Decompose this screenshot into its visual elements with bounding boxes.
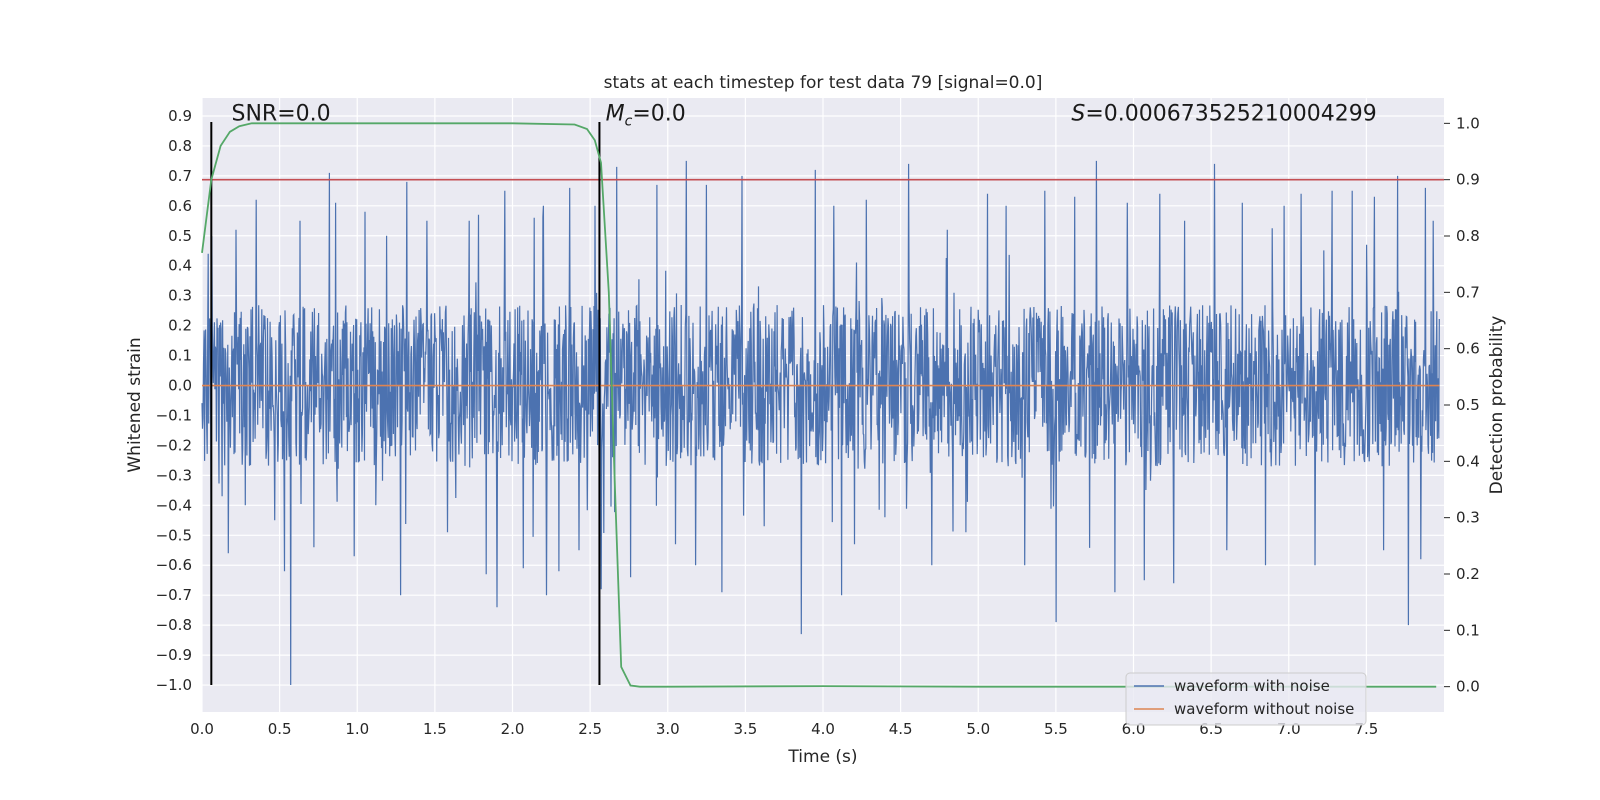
y2-tick-label: 0.3 [1456, 509, 1480, 527]
y2-tick-label: 0.5 [1456, 396, 1480, 414]
x-tick-label: 3.0 [656, 720, 680, 738]
y-tick-label: 0.1 [168, 347, 192, 365]
y-tick-label: 0.7 [168, 167, 192, 185]
chirp-mass-annotation: Mc=0.0 [606, 101, 686, 129]
y-axis-label: Whitened strain [125, 337, 145, 472]
x-tick-label: 4.0 [811, 720, 835, 738]
y-tick-label: 0.9 [168, 107, 192, 125]
y2-tick-label: 0.1 [1456, 621, 1480, 639]
x-tick-label: 0.5 [268, 720, 292, 738]
y-tick-label: 0.0 [168, 377, 192, 395]
y-tick-label: −0.2 [156, 436, 192, 454]
x-tick-label: 0.0 [190, 720, 214, 738]
mc-value: =0.0 [632, 101, 685, 126]
legend-label-noise: waveform with noise [1174, 677, 1330, 695]
y-tick-label: −0.8 [156, 616, 192, 634]
y-tick-label: 0.8 [168, 137, 192, 155]
y-tick-label: −0.5 [156, 526, 192, 544]
y-tick-label: 0.3 [168, 287, 192, 305]
noise-waveform [201, 160, 1440, 686]
legend-box [1125, 672, 1367, 726]
x-tick-label: 3.5 [733, 720, 757, 738]
mc-subscript: c [625, 113, 633, 129]
snr-annotation: SNR=0.0 [231, 101, 330, 126]
legend-label-clean: waveform without noise [1174, 700, 1354, 718]
x-tick-label: 2.0 [501, 720, 525, 738]
x-axis-label: Time (s) [787, 747, 857, 767]
y2-tick-label: 0.0 [1456, 678, 1480, 696]
x-tick-label: 2.5 [578, 720, 602, 738]
y-tick-label: −0.7 [156, 586, 192, 604]
y-tick-label: −0.3 [156, 466, 192, 484]
chart-lines [201, 121, 1444, 688]
x-tick-label: 1.0 [345, 720, 369, 738]
y-tick-label: −0.4 [156, 496, 192, 514]
y2-tick-label: 0.9 [1456, 171, 1480, 189]
y-tick-label: −0.6 [156, 556, 192, 574]
y-tick-label: −0.9 [156, 646, 192, 664]
chart-title: stats at each timestep for test data 79 … [604, 73, 1043, 93]
s-symbol: S [1071, 101, 1085, 126]
y-tick-label: −1.0 [156, 676, 192, 694]
y-tick-label: 0.6 [168, 197, 192, 215]
axis-ticks: 0.0 0.5 1.0 1.5 2.0 2.5 3.0 3.5 4.0 4.5 5.0 5.5 6.0 6… [156, 107, 1480, 738]
x-tick-label: 5.0 [966, 720, 990, 738]
y2-tick-label: 0.8 [1456, 227, 1480, 245]
x-tick-label: 4.5 [889, 720, 913, 738]
y-tick-label: −0.1 [156, 406, 192, 424]
y2-tick-label: 0.6 [1456, 340, 1480, 358]
series-waveform-with-noise [201, 160, 1440, 686]
y-tick-label: 0.5 [168, 227, 192, 245]
x-tick-label: 1.5 [423, 720, 447, 738]
y2-tick-label: 0.7 [1456, 283, 1480, 301]
annotations: SNR=0.0 Mc=0.0 S=0.000673525210004299 [231, 101, 1376, 129]
y2-tick-label: 1.0 [1456, 114, 1480, 132]
y2-tick-label: 0.4 [1456, 452, 1480, 470]
s-value: =0.000673525210004299 [1085, 101, 1376, 126]
y2-tick-label: 0.2 [1456, 565, 1480, 583]
y2-axis-label: Detection probability [1487, 316, 1507, 495]
x-tick-label: 5.5 [1044, 720, 1068, 738]
legend: waveform with noise waveform without noi… [1125, 672, 1367, 726]
s-statistic-annotation: S=0.000673525210004299 [1071, 101, 1376, 126]
y-tick-label: 0.4 [168, 257, 192, 275]
y-tick-label: 0.2 [168, 317, 192, 335]
mc-symbol: M [606, 101, 625, 126]
series-detection-probability [201, 122, 1437, 688]
